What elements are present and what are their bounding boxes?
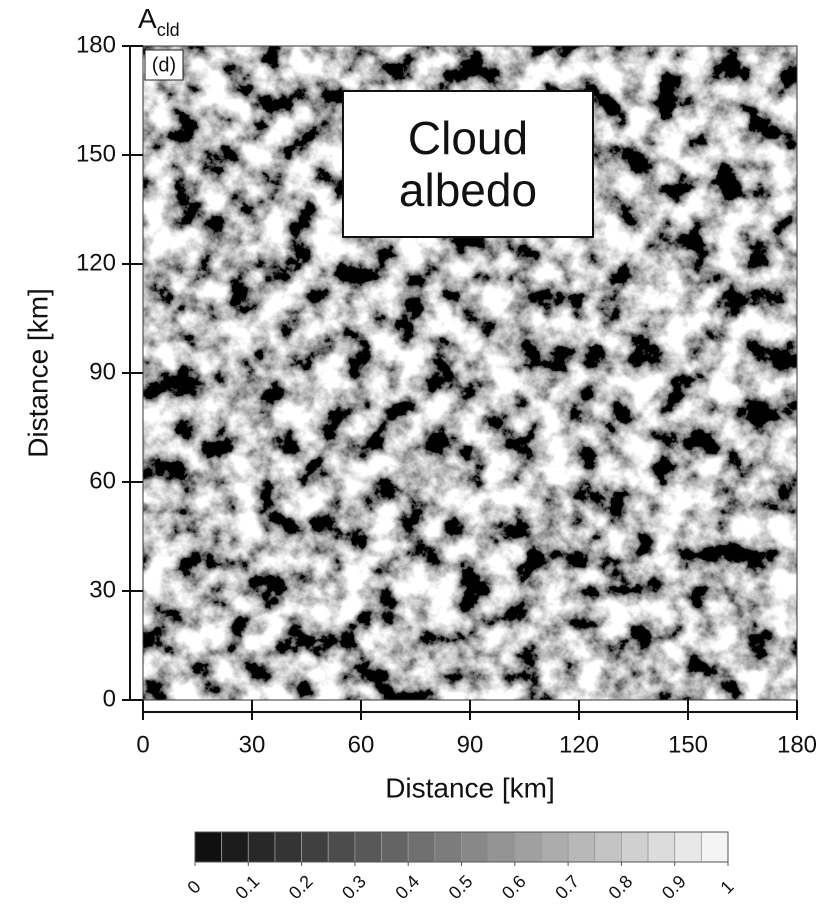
colorbar-tick-label: 0.1: [231, 871, 263, 903]
colorbar-tick-label: 0.6: [498, 871, 530, 903]
y-tick-label: 30: [89, 576, 116, 603]
x-tick-label: 120: [559, 731, 599, 758]
title: Acld: [138, 3, 180, 40]
colorbar-tick-label: 0.7: [551, 871, 583, 903]
y-tick-label: 60: [89, 467, 116, 494]
x-tick-label: 60: [348, 731, 375, 758]
colorbar-cell: [408, 832, 435, 862]
x-tick-label: 30: [239, 731, 266, 758]
colorbar-cell: [595, 832, 622, 862]
colorbar-tick-label: 0.9: [658, 871, 690, 903]
colorbar-cell: [328, 832, 355, 862]
colorbar-tick-label: 0: [184, 877, 205, 898]
y-tick-label: 0: [103, 685, 116, 712]
colorbar-cell: [275, 832, 302, 862]
y-tick-label: 120: [76, 249, 116, 276]
y-tick-label: 90: [89, 358, 116, 385]
annotation: Cloud albedo: [342, 90, 594, 238]
colorbar-cell: [355, 832, 382, 862]
colorbar-cell: [648, 832, 675, 862]
x-tick-label: 0: [136, 731, 149, 758]
colorbar-tick-label: 0.4: [391, 871, 423, 903]
colorbar-cell: [621, 832, 648, 862]
colorbar-tick-label: 0.2: [285, 871, 317, 903]
colorbar-cell: [515, 832, 542, 862]
colorbar-tick-label: 0.8: [605, 871, 637, 903]
x-tick-label: 180: [777, 731, 816, 758]
colorbar-cell: [382, 832, 409, 862]
y-tick-label: 150: [76, 140, 116, 167]
colorbar-cell: [302, 832, 329, 862]
colorbar-cell: [541, 832, 568, 862]
colorbar-cell: [222, 832, 249, 862]
colorbar-tick-label: 1: [717, 877, 738, 898]
colorbar-cell: [462, 832, 489, 862]
colorbar-cell: [195, 832, 222, 862]
panel-label: (d): [152, 54, 176, 76]
colorbar-cell: [675, 832, 702, 862]
colorbar-cell: [568, 832, 595, 862]
x-tick-label: 90: [457, 731, 484, 758]
colorbar-cell: [435, 832, 462, 862]
page: Acld (d) Distance [km] Distance [km] 0 30…: [0, 0, 816, 912]
y-axis-label: Distance [km]: [22, 288, 53, 458]
x-axis-label: Distance [km]: [385, 772, 555, 803]
x-tick-label: 150: [668, 731, 708, 758]
colorbar-cell: [701, 832, 728, 862]
colorbar-cell: [248, 832, 275, 862]
colorbar-tick-label: 0.5: [445, 871, 477, 903]
colorbar-cell: [488, 832, 515, 862]
colorbar-tick-label: 0.3: [338, 871, 370, 903]
y-tick-label: 180: [76, 31, 116, 58]
